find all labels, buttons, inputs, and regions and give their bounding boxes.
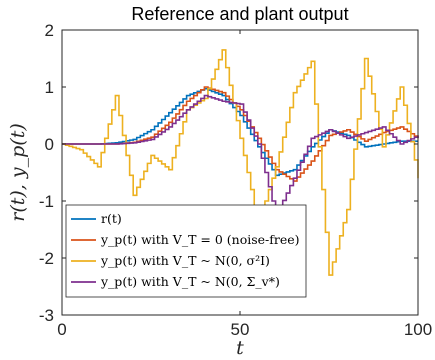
x-tick-label: 50 bbox=[231, 320, 250, 339]
legend-label-3: y_p(t) with V_T ~ N(0, σ²I) bbox=[100, 253, 270, 268]
y-tick-label: -3 bbox=[39, 306, 54, 325]
x-tick-label: 0 bbox=[57, 320, 66, 339]
chart-title: Reference and plant output bbox=[131, 4, 348, 24]
x-axis-label: t bbox=[236, 337, 244, 359]
y-axis-label: r(t), y_p(t) bbox=[7, 123, 29, 221]
y-tick-label: 1 bbox=[45, 78, 54, 97]
y-tick-label: -1 bbox=[39, 192, 54, 211]
y-tick-label: 0 bbox=[45, 135, 54, 154]
legend-label-1: r(t) bbox=[101, 211, 122, 226]
series-line-1 bbox=[62, 87, 418, 177]
legend-label-2: y_p(t) with V_T = 0 (noise-free) bbox=[100, 232, 300, 247]
series-layer bbox=[62, 49, 419, 276]
ticks-layer: 0 50 100 -3 -2 -1 0 1 2 bbox=[39, 21, 432, 339]
series-line-4 bbox=[62, 94, 419, 217]
legend-box bbox=[65, 204, 307, 298]
y-tick-label: -2 bbox=[39, 249, 54, 268]
legend-label-4: y_p(t) with V_T ~ N(0, Σ_v*) bbox=[100, 274, 280, 289]
series-line-3 bbox=[62, 49, 419, 276]
y-tick-label: 2 bbox=[45, 21, 54, 40]
x-tick-label: 100 bbox=[404, 320, 432, 339]
legend: r(t) y_p(t) with V_T = 0 (noise-free) y_p(… bbox=[65, 204, 307, 298]
